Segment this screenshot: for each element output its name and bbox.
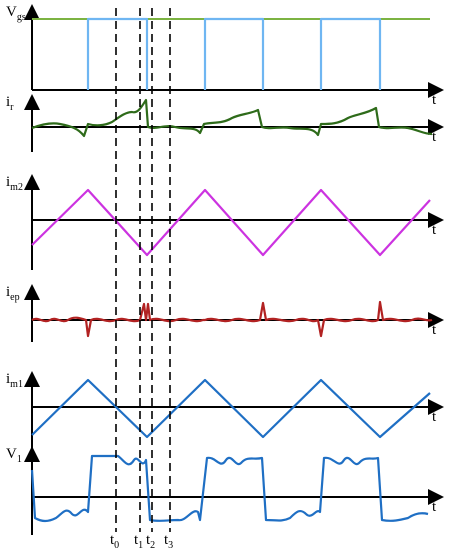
time-marker-label: t0	[110, 532, 119, 550]
time-marker-label: t2	[146, 532, 155, 550]
signal-label: im1	[6, 371, 23, 390]
subscript: 0	[114, 540, 119, 550]
signal-label: V1	[6, 446, 22, 465]
subscript: ep	[10, 292, 19, 303]
time-axis-label: t	[432, 222, 437, 238]
time-axis-label: t	[432, 322, 437, 338]
symbol: i	[6, 371, 10, 387]
time-axis-label: t	[432, 129, 437, 145]
signal-label: Vgs	[6, 4, 26, 23]
symbol: i	[6, 174, 10, 190]
signal-label: im2	[6, 174, 23, 193]
subscript: gs	[17, 12, 26, 23]
iep-wave	[31, 300, 433, 338]
im1-wave	[31, 378, 431, 439]
symbol: t	[164, 532, 169, 548]
time-axis-label: t	[432, 499, 437, 515]
subscript: 2	[150, 540, 155, 550]
symbol: t	[146, 532, 151, 548]
signal-label: iep	[6, 284, 20, 303]
time-markers: t0 t1 t2 t3	[110, 532, 173, 550]
subscript: m2	[10, 182, 23, 193]
symbol: i	[6, 284, 10, 300]
symbol: V	[6, 446, 17, 462]
subscript: r	[10, 102, 14, 113]
vgs-wave	[86, 17, 382, 90]
symbol: V	[6, 4, 17, 20]
time-marker-label: t3	[164, 532, 173, 550]
signal-label: ir	[6, 94, 14, 113]
symbol: t	[110, 532, 115, 548]
symbol: t	[134, 532, 139, 548]
subscript: 3	[168, 540, 173, 550]
time-axis-label: t	[432, 92, 437, 108]
v1-wave	[30, 454, 429, 523]
time-marker-label: t1	[134, 532, 143, 550]
ir-wave	[31, 98, 433, 138]
im2-wave	[31, 188, 431, 257]
subscript: 1	[138, 540, 143, 550]
time-axis-label: t	[432, 409, 437, 425]
subscript: 1	[17, 454, 22, 465]
subscript: m1	[10, 379, 23, 390]
symbol: i	[6, 94, 10, 110]
